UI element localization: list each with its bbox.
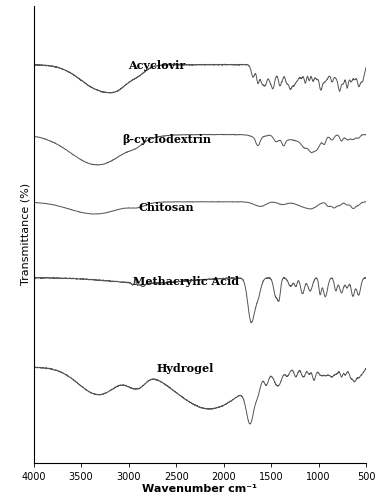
Text: Hydrogel: Hydrogel xyxy=(157,363,215,374)
Text: Chitosan: Chitosan xyxy=(139,202,194,212)
X-axis label: Wavenumber cm⁻¹: Wavenumber cm⁻¹ xyxy=(142,484,258,494)
Text: Acyclovir: Acyclovir xyxy=(128,60,186,72)
Text: β-cyclodextrin: β-cyclodextrin xyxy=(122,134,211,145)
Y-axis label: Transmittance (%): Transmittance (%) xyxy=(21,183,31,285)
Text: Methacrylic Acid: Methacrylic Acid xyxy=(133,276,239,286)
